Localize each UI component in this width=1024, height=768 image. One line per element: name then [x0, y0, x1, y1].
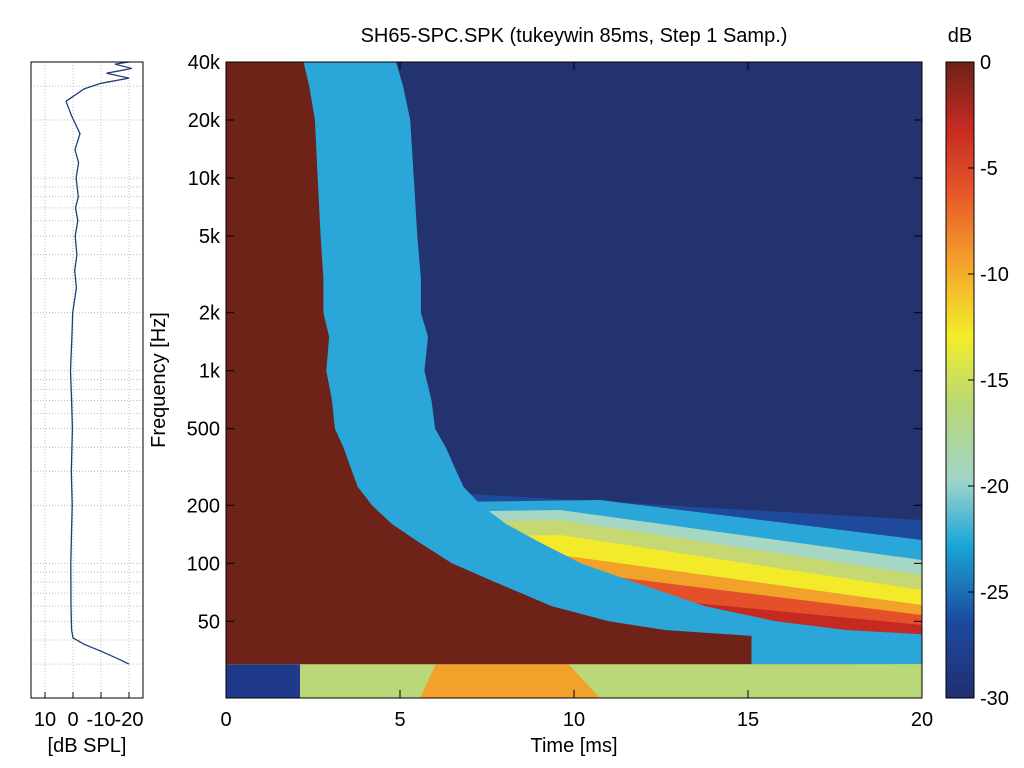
- side-x-label: [dB SPL]: [48, 735, 127, 757]
- side-tick-label: -20: [115, 709, 144, 731]
- y-tick-label: 10k: [188, 168, 221, 190]
- y-tick-label: 100: [187, 553, 220, 575]
- colorbar-tick-label: -20: [980, 476, 1009, 498]
- x-tick-label: 5: [394, 709, 405, 731]
- x-axis-label: Time [ms]: [530, 735, 617, 757]
- y-axis-ticks: 50 100 200 500 1k 2k 5k 10k 20k 40k: [187, 52, 922, 633]
- frequency-response-panel: 10 0 -10 -20 [dB SPL]: [30, 61, 144, 757]
- colorbar-ticks: 0 -5 -10 -15 -20 -25 -30: [968, 52, 1009, 710]
- x-tick-label: 10: [563, 709, 585, 731]
- x-tick-label: 15: [737, 709, 759, 731]
- side-tick-label: -10: [87, 709, 116, 731]
- colorbar-label: dB: [948, 25, 972, 47]
- side-tick-label: 0: [67, 709, 78, 731]
- colorbar-tick-label: -5: [980, 158, 998, 180]
- y-tick-label: 1k: [199, 361, 221, 383]
- y-tick-label: 2k: [199, 303, 221, 325]
- y-tick-label: 50: [198, 611, 220, 633]
- heatmap-field: [226, 62, 922, 698]
- colorbar: dB 0 -5 -10 -15 -20 -25 -30: [945, 25, 1009, 710]
- chart-title: SH65-SPC.SPK (tukeywin 85ms, Step 1 Samp…: [361, 25, 788, 47]
- y-tick-label: 40k: [188, 52, 221, 74]
- side-tick-label: 10: [34, 709, 56, 731]
- side-grid: [31, 62, 143, 698]
- side-x-ticks: 10 0 -10 -20: [34, 692, 144, 731]
- y-tick-label: 20k: [188, 110, 221, 132]
- x-tick-label: 20: [911, 709, 933, 731]
- x-tick-label: 0: [220, 709, 231, 731]
- spectral-decay-plot: SH65-SPC.SPK (tukeywin 85ms, Step 1 Samp…: [148, 25, 933, 757]
- y-tick-label: 5k: [199, 226, 221, 248]
- colorbar-tick-label: -10: [980, 264, 1009, 286]
- response-line: [65, 62, 132, 665]
- colorbar-tick-label: -25: [980, 582, 1009, 604]
- y-tick-label: 200: [187, 495, 220, 517]
- colorbar-tick-label: 0: [980, 52, 991, 74]
- x-axis-ticks: 0 5 10 15 20: [220, 62, 933, 731]
- y-axis-label: Frequency [Hz]: [148, 312, 170, 448]
- y-tick-label: 500: [187, 419, 220, 441]
- colorbar-tick-label: -15: [980, 370, 1009, 392]
- colorbar-tick-label: -30: [980, 688, 1009, 710]
